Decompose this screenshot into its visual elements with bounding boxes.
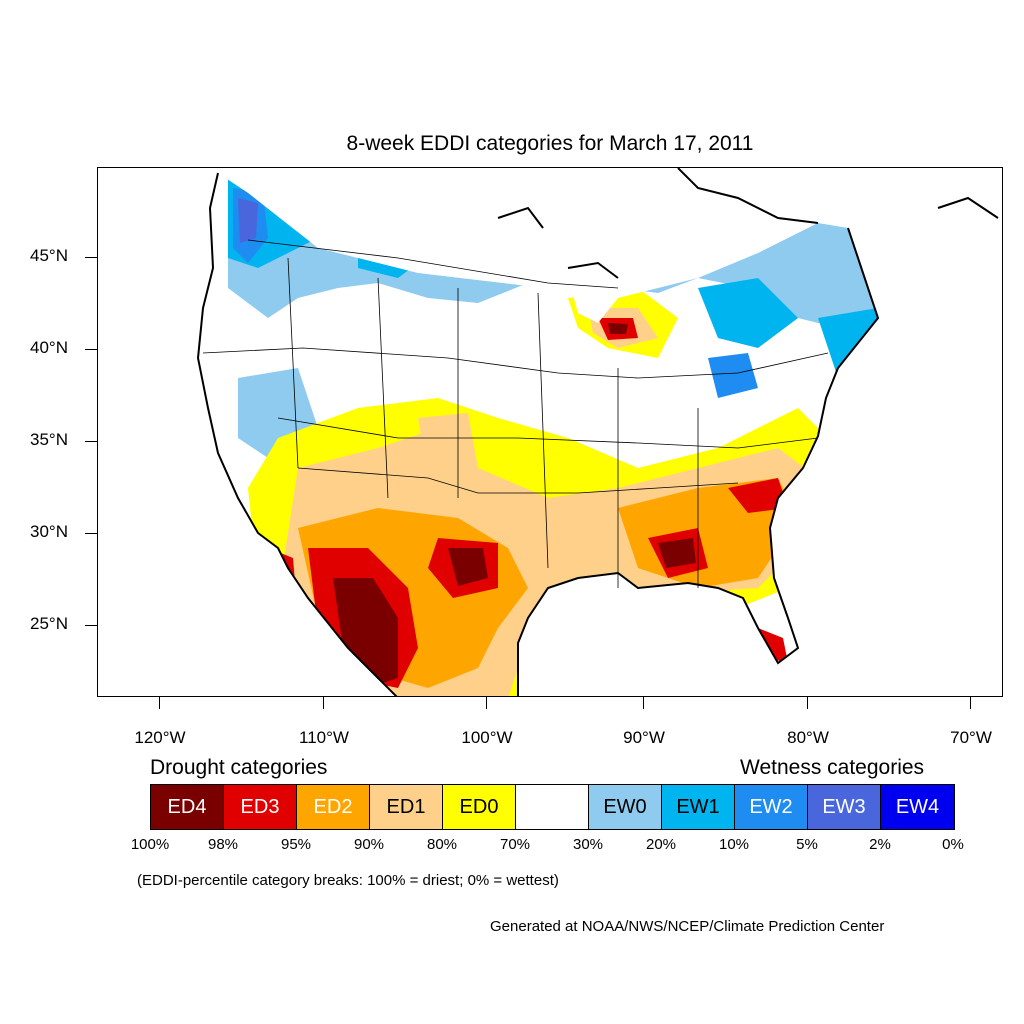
percent-break-label: 100%: [130, 836, 170, 853]
legend-swatch: ED1: [370, 785, 443, 829]
lon-tick: [970, 697, 971, 709]
percent-break-label: 95%: [280, 836, 312, 853]
lat-tick: [85, 257, 97, 258]
coastline: [196, 168, 999, 696]
legend-swatch: ED3: [224, 785, 297, 829]
legend-swatch: EW0: [589, 785, 662, 829]
lon-tick: [159, 697, 160, 709]
percent-break-label: 98%: [207, 836, 239, 853]
legend-swatch: ED2: [297, 785, 370, 829]
percent-break-label: 0%: [942, 836, 964, 853]
credit-line: Generated at NOAA/NWS/NCEP/Climate Predi…: [490, 918, 885, 935]
percent-break-label: 80%: [426, 836, 458, 853]
lat-label: 35°N: [30, 430, 68, 449]
percent-break-label: 20%: [645, 836, 677, 853]
legend-swatch: EW1: [662, 785, 735, 829]
lon-label: 120°W: [134, 728, 186, 747]
lat-tick: [85, 349, 97, 350]
lat-label: 25°N: [30, 614, 68, 633]
legend-swatch: [516, 785, 589, 829]
lon-tick: [643, 697, 644, 709]
lat-label: 45°N: [30, 246, 68, 265]
legend-swatch: ED0: [443, 785, 516, 829]
category-note: (EDDI-percentile category breaks: 100% =…: [137, 872, 559, 889]
legend-swatch: EW3: [808, 785, 881, 829]
percent-break-label: 70%: [499, 836, 531, 853]
percent-break-label: 5%: [796, 836, 818, 853]
lon-label: 100°W: [461, 728, 513, 747]
percent-break-label: 30%: [572, 836, 604, 853]
eddi-map: [98, 168, 1002, 696]
lat-tick: [85, 625, 97, 626]
drought-heading: Drought categories: [150, 756, 328, 779]
lat-label: 40°N: [30, 338, 68, 357]
lon-label: 90°W: [623, 728, 665, 747]
legend-swatch: ED4: [151, 785, 224, 829]
lat-label: 30°N: [30, 522, 68, 541]
lon-label: 110°W: [299, 728, 349, 747]
lon-tick: [807, 697, 808, 709]
legend-swatch: EW4: [881, 785, 954, 829]
percent-break-label: 90%: [353, 836, 385, 853]
lat-tick: [85, 533, 97, 534]
wetness-heading: Wetness categories: [740, 756, 925, 779]
map-title: 8-week EDDI categories for March 17, 201…: [346, 132, 754, 155]
percent-break-label: 2%: [869, 836, 891, 853]
lon-tick: [486, 697, 487, 709]
lon-tick: [323, 697, 324, 709]
lon-label: 70°W: [950, 728, 992, 747]
percent-break-label: 10%: [718, 836, 750, 853]
lon-label: 80°W: [787, 728, 829, 747]
legend-colorbar: ED4 ED3 ED2 ED1 ED0 EW0 EW1 EW2 EW3 EW4: [150, 784, 955, 830]
legend-swatch: EW2: [735, 785, 808, 829]
state-borders: [202, 239, 829, 588]
lat-tick: [85, 441, 97, 442]
map-panel: [97, 167, 1003, 697]
